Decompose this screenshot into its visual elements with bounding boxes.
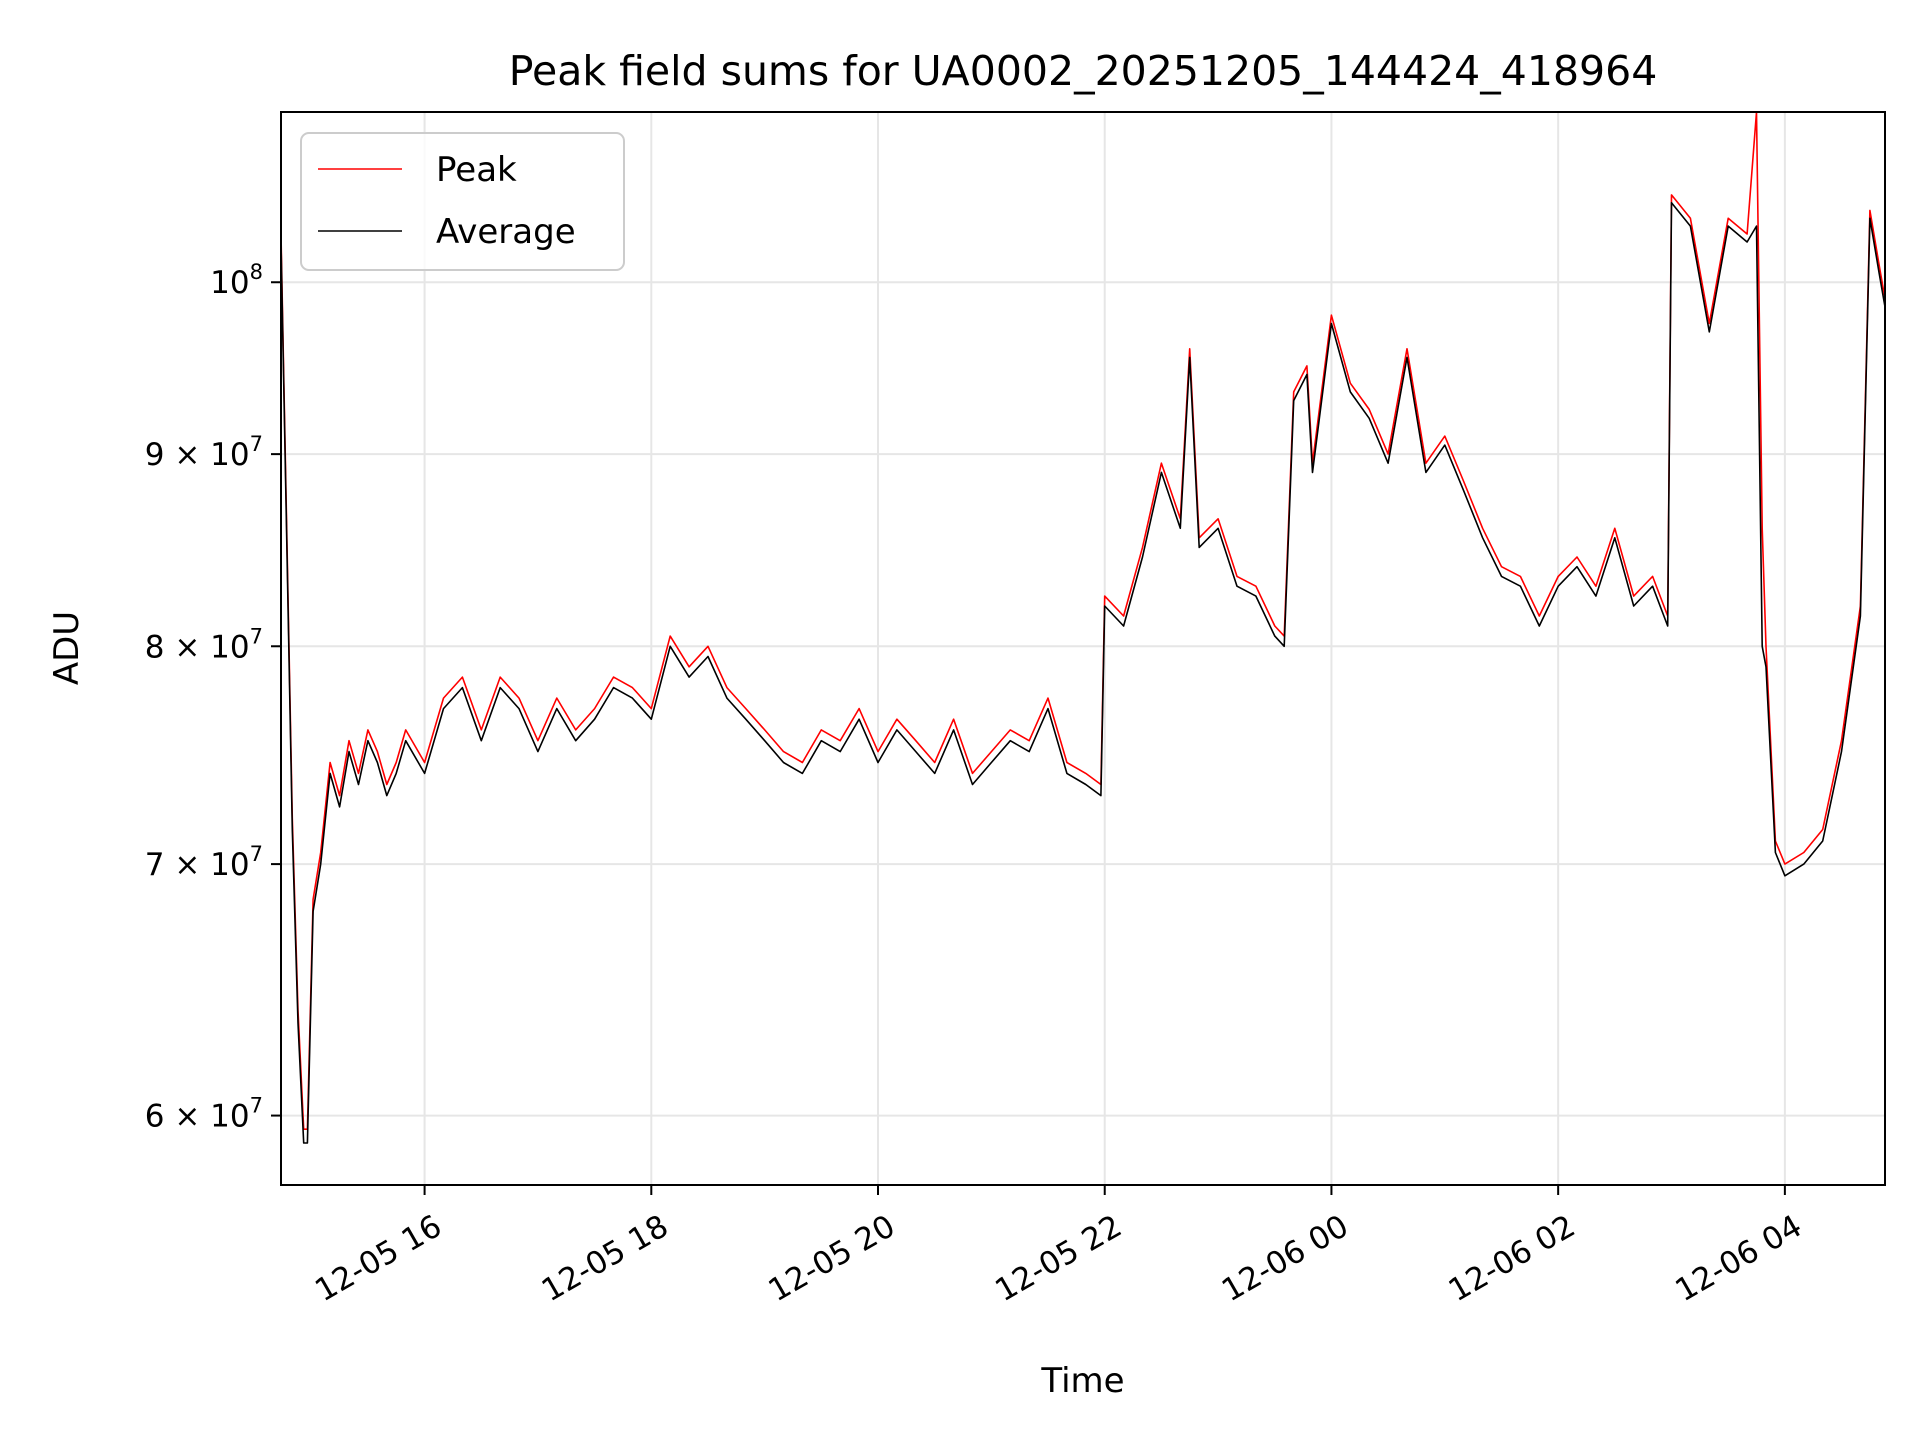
plot-frame: [280, 111, 1886, 1186]
y-tick-label: 9 × 107: [145, 432, 263, 473]
y-tick-label: 8 × 107: [145, 624, 263, 665]
y-tick-label: 7 × 107: [145, 842, 263, 883]
y-tick-label: 6 × 107: [145, 1094, 263, 1135]
grid: [281, 112, 1885, 1185]
y-axis-label: ADU: [47, 611, 87, 685]
legend: Peak Average: [300, 132, 625, 271]
legend-label-peak: Peak: [436, 150, 517, 190]
series-line-peak: [281, 112, 1885, 1130]
chart-title: Peak field sums for UA0002_20251205_1444…: [509, 47, 1658, 95]
legend-label-average: Average: [436, 212, 576, 252]
x-axis-label: Time: [1040, 1361, 1124, 1401]
legend-box: [300, 132, 625, 271]
y-axis: 6 × 107 7 × 107 8 × 107 9 × 107 108: [145, 260, 281, 1135]
series-layer: [281, 112, 1885, 1144]
series-line-average: [281, 201, 1885, 1144]
y-tick-label: 108: [210, 260, 263, 301]
